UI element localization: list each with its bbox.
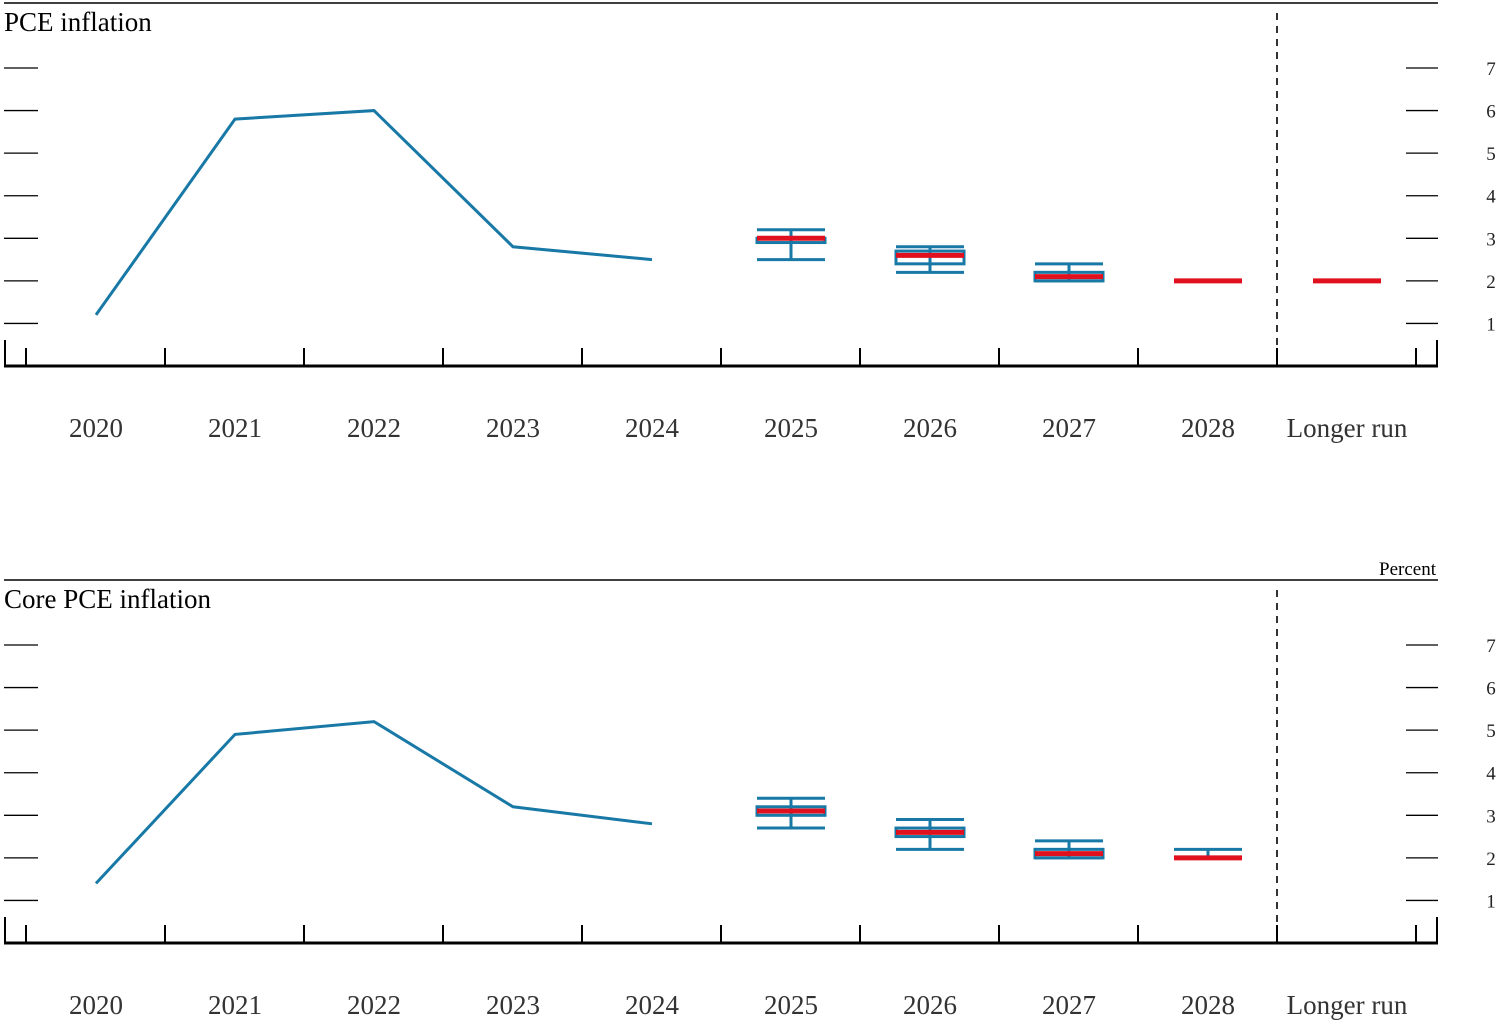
ytick-label: 1 [1486,314,1496,335]
xtick-label: 2022 [347,990,401,1020]
xtick-label: 2028 [1181,413,1235,443]
xtick-label: 2021 [208,413,262,443]
xtick-label: Longer run [1287,413,1408,443]
ytick-label: 2 [1486,849,1496,870]
ytick-label: 5 [1486,144,1496,165]
projection-2026 [894,818,966,851]
xtick-label: 2024 [625,413,680,443]
xtick-label: 2020 [69,413,123,443]
xtick-label: 2023 [486,413,540,443]
ytick-label: 4 [1486,187,1496,208]
xtick-label: 2026 [903,413,957,443]
xtick-label: 2025 [764,413,818,443]
xtick-label: 2023 [486,990,540,1020]
ytick-label: 3 [1486,229,1496,250]
xtick-label: 2024 [625,990,680,1020]
ytick-label: 2 [1486,272,1496,293]
history-line [94,720,653,885]
xtick-label: Longer run [1287,990,1408,1020]
xtick-label: 2027 [1042,413,1096,443]
panel-1: PCE inflation 1 2 3 4 5 6 7 2020 2021 2022 2023 2024… [4,2,1496,443]
ytick-label: 1 [1486,891,1496,912]
xtick-label: 2021 [208,990,262,1020]
xtick-label: 2027 [1042,990,1096,1020]
ytick-label: 7 [1486,636,1496,657]
panel-title: PCE inflation [4,7,152,37]
projection-2025 [755,796,827,830]
projection-2026 [894,245,966,274]
ytick-label: 7 [1486,59,1496,80]
ytick-label: 6 [1486,679,1496,700]
xtick-label: 2028 [1181,990,1235,1020]
projection-2027 [1033,839,1105,860]
xtick-label: 2026 [903,990,957,1020]
projection-2028 [1174,847,1242,861]
unit-label: Percent [1379,559,1437,580]
xtick-label: 2020 [69,990,123,1020]
xtick-label: 2025 [764,990,818,1020]
projection-2025 [755,228,827,262]
panel-title: Core PCE inflation [4,584,211,614]
history-line [94,109,653,316]
ytick-label: 5 [1486,721,1496,742]
ytick-label: 6 [1486,102,1496,123]
projection-2027 [1033,262,1105,283]
xtick-label: 2022 [347,413,401,443]
panel-2: Core PCE inflation Percent 1 2 3 4 5 6 7 2020 2021… [4,559,1496,1020]
ytick-label: 3 [1486,806,1496,827]
ytick-label: 4 [1486,764,1496,785]
